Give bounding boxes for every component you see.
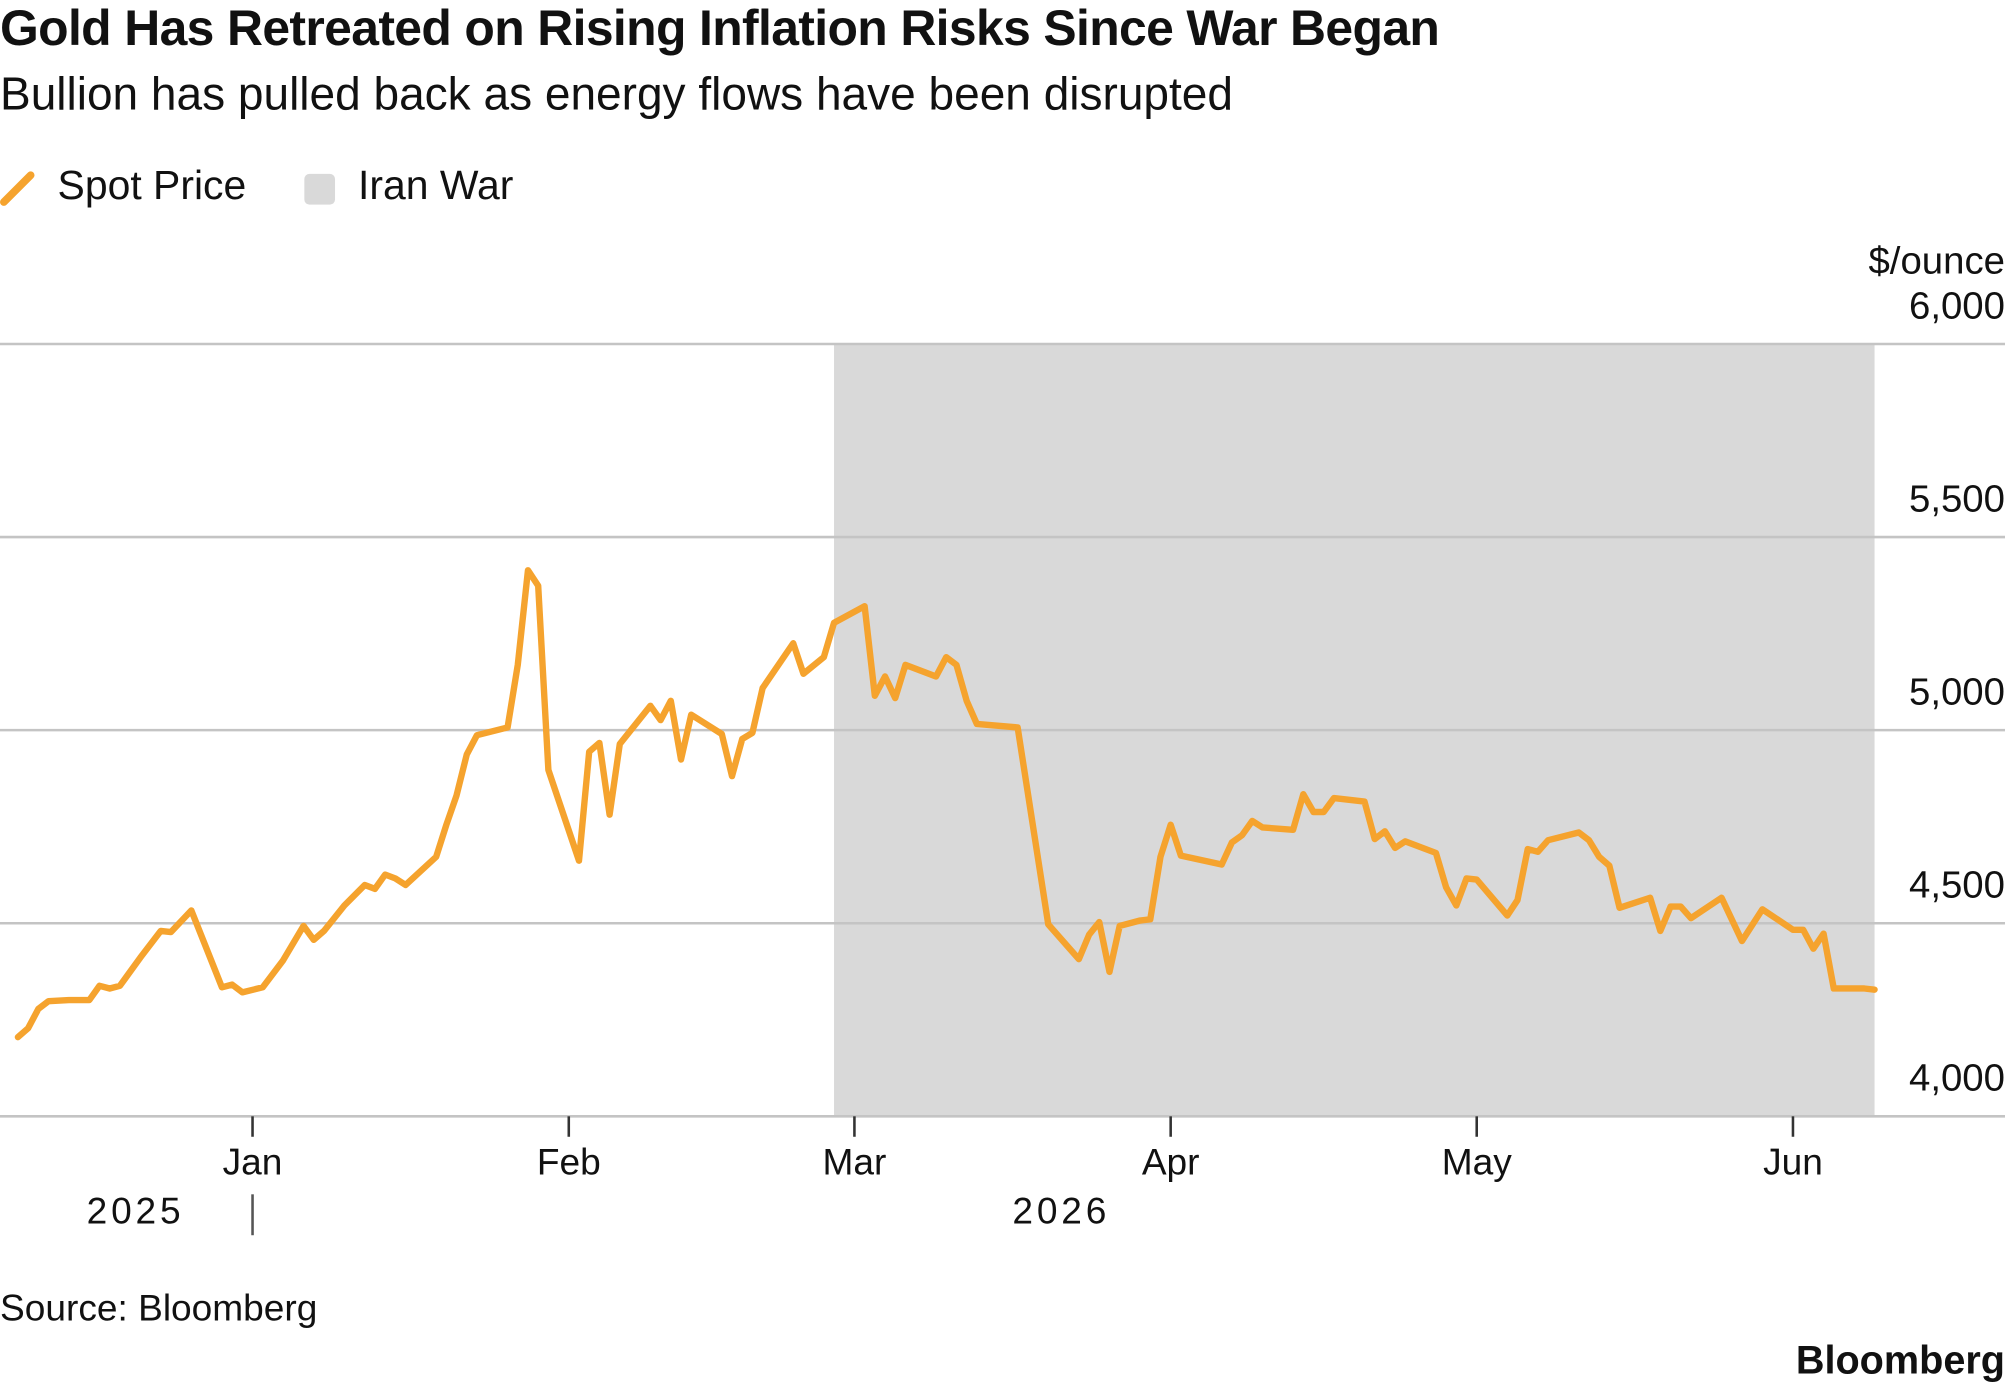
source: Source: Bloomberg — [0, 1286, 317, 1328]
price-line — [14, 567, 1878, 1041]
x-tick-label: Jan — [223, 1141, 283, 1183]
y-tick-label: 6,000 — [1909, 284, 2005, 327]
y-tick-label: 4,000 — [1909, 1057, 2005, 1100]
legend-swatch — [304, 173, 336, 205]
legend-label: Spot Price — [58, 162, 247, 208]
chart-title: Gold Has Retreated on Rising Inflation R… — [0, 0, 1439, 56]
brand: Bloomberg — [1796, 1339, 2005, 1383]
x-tick-label: Feb — [537, 1141, 601, 1183]
year-label: 2026 — [1012, 1189, 1110, 1231]
legend-label: Iran War — [358, 162, 513, 208]
x-tick-label: May — [1442, 1141, 1513, 1183]
y-tick-label: 4,500 — [1909, 864, 2005, 907]
year-label: 2025 — [87, 1189, 185, 1231]
y-tick-label: 5,500 — [1909, 477, 2005, 520]
legend-swatch — [0, 171, 35, 206]
chart-subtitle: Bullion has pulled back as energy flows … — [0, 67, 1233, 119]
x-tick-label: Mar — [822, 1141, 886, 1183]
y-tick-label: 5,000 — [1909, 670, 2005, 713]
x-tick-label: Apr — [1142, 1141, 1200, 1183]
x-tick-label: Jun — [1763, 1141, 1823, 1183]
y-unit-label: $/ounce — [1868, 240, 2005, 283]
